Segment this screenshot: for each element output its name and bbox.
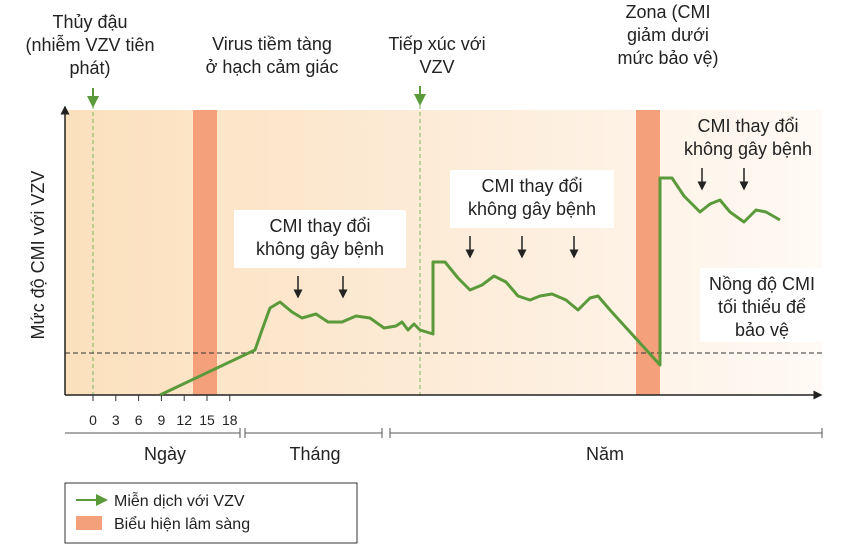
label: Thủy đậu (nhiễm VZV tiên phát) bbox=[25, 12, 154, 78]
label-line: Tiếp xúc với bbox=[388, 34, 485, 54]
label-line: Thủy đậu bbox=[52, 12, 127, 32]
label: Nồng độ CMI tối thiểu để bảo vệ bbox=[709, 274, 815, 340]
label-line: Zona (CMI bbox=[625, 2, 710, 22]
legend-swatch bbox=[76, 516, 102, 530]
legend bbox=[64, 482, 358, 544]
label-line: phát) bbox=[69, 58, 110, 78]
legend-label: Miễn dịch với VZV bbox=[114, 491, 245, 510]
label-box bbox=[700, 268, 824, 342]
label: Virus tiềm tàng ở hạch cảm giác bbox=[206, 34, 339, 77]
label-line: không gây bệnh bbox=[468, 199, 596, 219]
clinical-bar bbox=[636, 110, 660, 395]
label-box bbox=[234, 210, 406, 268]
period-brackets bbox=[65, 428, 823, 438]
tick-label: 9 bbox=[158, 412, 166, 428]
label-line: không gây bệnh bbox=[684, 139, 812, 159]
label-line: bảo vệ bbox=[735, 320, 789, 340]
tick-label: 3 bbox=[112, 412, 120, 428]
label-line: VZV bbox=[419, 57, 454, 77]
label-line: Nồng độ CMI bbox=[709, 274, 815, 294]
tick-label: 12 bbox=[176, 412, 192, 428]
label-line: tối thiểu để bbox=[718, 297, 806, 317]
label-box bbox=[450, 170, 614, 228]
label-line: mức bảo vệ) bbox=[617, 48, 718, 68]
label-line: CMI thay đổi bbox=[697, 116, 798, 136]
label-line: CMI thay đổi bbox=[481, 176, 582, 196]
legend-label: Biểu hiện lâm sàng bbox=[114, 515, 250, 533]
label-line: Virus tiềm tàng bbox=[212, 34, 332, 54]
tick-label: 0 bbox=[89, 412, 97, 428]
label-line: (nhiễm VZV tiên bbox=[25, 34, 154, 55]
y-axis-label: Mức độ CMI với VZV bbox=[28, 171, 48, 340]
label: Tiếp xúc với VZV bbox=[388, 34, 485, 77]
tick-label: 18 bbox=[222, 412, 238, 428]
period-label: Năm bbox=[586, 444, 624, 464]
label-line: CMI thay đổi bbox=[269, 216, 370, 236]
period-label: Ngày bbox=[144, 444, 186, 464]
clinical-bar bbox=[193, 110, 217, 395]
tick-label: 6 bbox=[135, 412, 143, 428]
label: Zona (CMI giảm dưới mức bảo vệ) bbox=[617, 2, 718, 68]
label-line: ở hạch cảm giác bbox=[206, 57, 339, 77]
label: CMI thay đổi không gây bệnh bbox=[256, 216, 384, 259]
cmi-curve bbox=[159, 176, 781, 397]
tick-label: 15 bbox=[199, 412, 215, 428]
label: CMI thay đổi không gây bệnh bbox=[684, 116, 812, 159]
plot-background bbox=[65, 110, 822, 395]
period-label: Tháng bbox=[289, 444, 340, 464]
label-line: giảm dưới bbox=[627, 25, 709, 45]
label-line: không gây bệnh bbox=[256, 239, 384, 259]
change-arrows bbox=[293, 168, 749, 299]
label: CMI thay đổi không gây bệnh bbox=[468, 176, 596, 219]
